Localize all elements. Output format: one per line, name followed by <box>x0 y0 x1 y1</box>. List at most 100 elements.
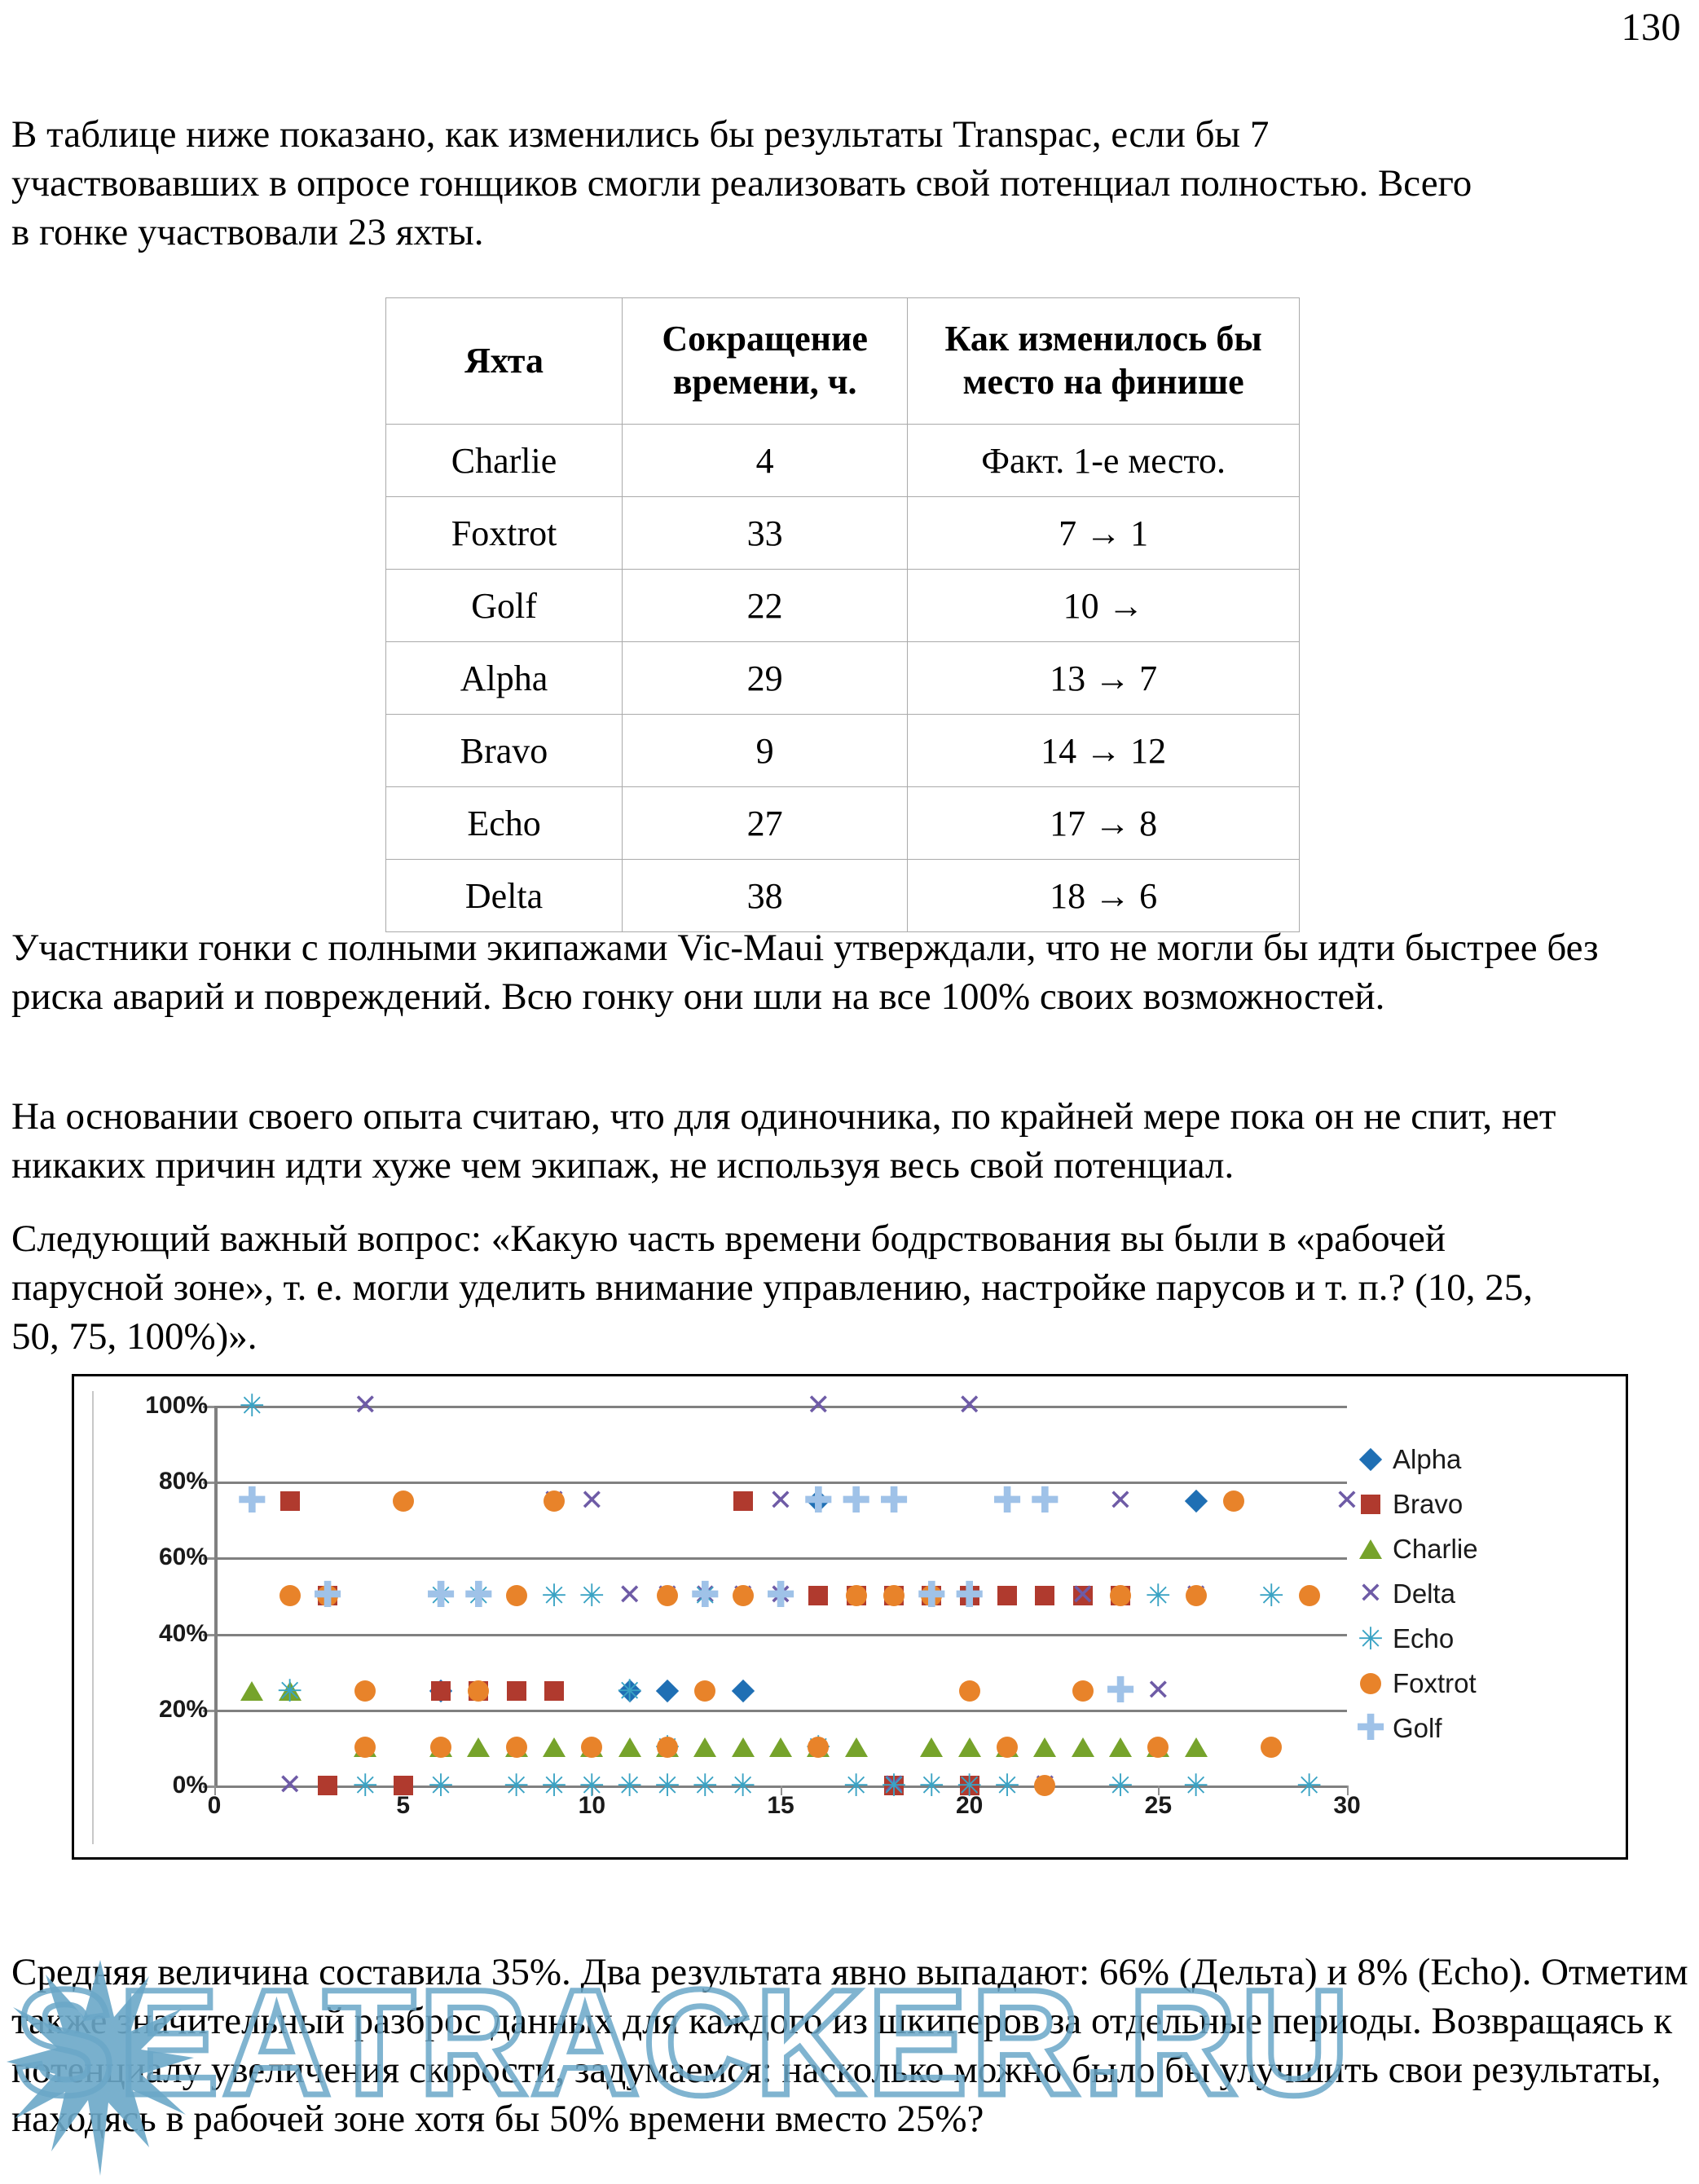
data-point-charlie <box>240 1680 264 1701</box>
data-point-foxtrot <box>544 1490 565 1512</box>
cell-place: 14 → 12 <box>907 714 1300 787</box>
data-point-foxtrot <box>354 1737 376 1759</box>
data-point-echo: ✳ <box>654 1768 680 1803</box>
data-point-golf: ✚ <box>425 1574 456 1616</box>
data-point-delta: ✕ <box>353 1389 378 1422</box>
y-tick-label: 80% <box>158 1468 208 1495</box>
data-point-golf: ✚ <box>916 1574 947 1616</box>
table-row: Alpha 29 13 → 7 <box>385 641 1300 715</box>
data-point-foxtrot <box>921 1585 943 1606</box>
legend-item-charlie[interactable]: Charlie <box>1352 1526 1596 1571</box>
data-point-bravo <box>1072 1586 1093 1605</box>
paragraph-intro: В таблице ниже показано, как изменились … <box>11 113 1472 254</box>
data-point-alpha <box>655 1679 680 1702</box>
data-point-golf: ✚ <box>1029 1479 1060 1521</box>
legend-label: Golf <box>1393 1712 1442 1743</box>
data-point-foxtrot <box>1261 1737 1283 1759</box>
legend-item-foxtrot[interactable]: Foxtrot <box>1352 1661 1596 1706</box>
data-point-foxtrot <box>1110 1585 1131 1606</box>
data-point-foxtrot <box>1185 1585 1207 1606</box>
data-point-foxtrot <box>845 1585 867 1606</box>
gridline <box>214 1709 1347 1712</box>
data-point-foxtrot <box>392 1490 414 1512</box>
data-point-delta: ✕ <box>806 1389 831 1422</box>
data-point-echo: ✳ <box>692 1578 719 1614</box>
data-point-delta: ✕ <box>957 1389 982 1422</box>
table-row: Echo 27 17 → 8 <box>385 786 1300 860</box>
square-icon <box>1352 1494 1389 1514</box>
legend-item-delta[interactable]: ✕ Delta <box>1352 1571 1596 1616</box>
data-point-alpha <box>1184 1489 1208 1513</box>
x-tick-mark <box>214 1786 216 1795</box>
data-point-foxtrot <box>430 1737 451 1759</box>
y-tick-mark <box>203 1709 214 1712</box>
table-row: Charlie 4 Факт. 1-е место. <box>385 424 1300 497</box>
data-point-charlie <box>693 1737 717 1758</box>
data-point-delta: ✕ <box>277 1768 302 1802</box>
cell-yacht: Foxtrot <box>385 496 623 570</box>
legend-label: Foxtrot <box>1393 1667 1477 1698</box>
x-tick-mark <box>1158 1786 1160 1795</box>
y-tick-mark <box>203 1482 214 1485</box>
legend-item-alpha[interactable]: Alpha <box>1352 1437 1596 1482</box>
chart-legend: Alpha Bravo Charlie ✕ Delta ✳ Echo Foxtrot ✚ Golf <box>1352 1437 1596 1750</box>
data-point-foxtrot <box>505 1737 527 1759</box>
data-point-bravo <box>733 1490 753 1511</box>
page-number: 130 <box>1621 6 1681 49</box>
data-point-echo: ✳ <box>881 1768 907 1803</box>
y-tick-mark <box>203 1406 214 1408</box>
legend-item-golf[interactable]: ✚ Golf <box>1352 1706 1596 1750</box>
data-point-bravo <box>393 1776 413 1795</box>
paragraph-experience: На основании своего опыта считаю, что дл… <box>11 1095 1556 1187</box>
data-point-foxtrot <box>354 1680 376 1702</box>
data-point-echo: ✳ <box>1258 1578 1285 1614</box>
x-tick-label: 30 <box>1333 1792 1361 1819</box>
cell-yacht: Charlie <box>385 424 623 497</box>
data-point-echo: ✳ <box>918 1768 945 1803</box>
gridline <box>214 1633 1347 1636</box>
data-point-foxtrot <box>1147 1737 1169 1759</box>
cell-time: 38 <box>622 859 909 932</box>
data-point-charlie <box>731 1737 755 1758</box>
legend-item-echo[interactable]: ✳ Echo <box>1352 1616 1596 1661</box>
data-point-echo: ✳ <box>956 1768 983 1803</box>
data-point-charlie <box>278 1680 302 1701</box>
data-point-echo: ✳ <box>352 1768 379 1803</box>
data-point-foxtrot <box>732 1585 754 1606</box>
data-point-charlie <box>1184 1737 1208 1758</box>
cell-place: 10 → <box>907 569 1300 642</box>
x-tick-label: 20 <box>955 1792 984 1819</box>
data-point-charlie <box>543 1737 566 1758</box>
data-point-echo: ✳ <box>1296 1768 1323 1803</box>
data-point-delta: ✕ <box>768 1579 794 1612</box>
data-point-echo: ✳ <box>616 1768 643 1803</box>
x-tick-label: 25 <box>1144 1792 1173 1819</box>
data-point-echo: ✳ <box>541 1768 567 1803</box>
data-point-golf: ✚ <box>312 1574 343 1616</box>
data-point-bravo <box>1035 1586 1055 1605</box>
y-tick-mark <box>203 1786 214 1788</box>
data-point-delta: ✕ <box>579 1483 605 1517</box>
x-icon: ✕ <box>1358 1576 1384 1610</box>
data-point-bravo <box>997 1586 1017 1605</box>
legend-item-bravo[interactable]: Bravo <box>1352 1482 1596 1526</box>
legend-label: Alpha <box>1393 1443 1462 1474</box>
cell-yacht: Alpha <box>385 641 623 715</box>
data-point-echo: ✳ <box>465 1578 492 1614</box>
data-point-alpha <box>731 1679 755 1702</box>
data-point-foxtrot <box>279 1585 301 1606</box>
data-point-echo: ✳ <box>428 1578 454 1614</box>
data-point-foxtrot <box>468 1680 490 1702</box>
y-axis-line <box>214 1406 218 1786</box>
data-point-delta: ✕ <box>1146 1673 1171 1707</box>
cell-time: 9 <box>622 714 909 787</box>
data-point-charlie <box>957 1737 981 1758</box>
data-point-foxtrot <box>317 1585 338 1606</box>
data-point-charlie <box>769 1737 792 1758</box>
data-point-golf: ✚ <box>803 1479 834 1521</box>
data-point-bravo <box>544 1680 564 1701</box>
data-point-foxtrot <box>657 1737 678 1759</box>
y-tick-mark <box>203 1557 214 1561</box>
data-point-delta: ✕ <box>617 1579 642 1612</box>
